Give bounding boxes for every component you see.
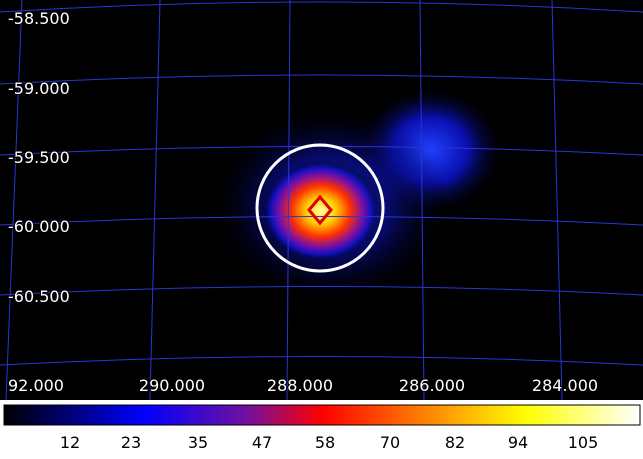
dec-labels: -58.500 -59.000 -59.500 -60.000 -60.500 [7, 8, 71, 307]
coordinate-grid [0, 0, 643, 401]
region-circle [255, 143, 385, 273]
dec-label: -59.000 [8, 79, 70, 98]
ra-label: 284.000 [532, 376, 598, 395]
grid-line [0, 74, 643, 85]
ra-label: 290.000 [139, 376, 205, 395]
grid-line [419, 0, 425, 401]
ra-label: 92.000 [8, 376, 64, 395]
colorbar [3, 404, 641, 426]
colorbar-label: 70 [380, 433, 400, 452]
colorbar-label: 94 [508, 433, 528, 452]
colorbar-label: 105 [568, 433, 599, 452]
colorbar-label: 12 [60, 433, 80, 452]
grid-line [286, 0, 291, 401]
colorbar-label: 23 [121, 433, 141, 452]
ra-label: 288.000 [267, 376, 333, 395]
grid-line [5, 0, 23, 401]
dec-label: -58.500 [8, 9, 70, 28]
ra-labels: 92.000 290.000 288.000 286.000 284.000 [7, 375, 599, 396]
dec-label: -59.500 [8, 148, 70, 167]
colorbar-label: 58 [315, 433, 335, 452]
dec-label: -60.000 [8, 217, 70, 236]
grid-line [0, 286, 643, 296]
colorbar-label: 47 [252, 433, 272, 452]
grid-line [0, 216, 643, 226]
colorbar-label: 82 [445, 433, 465, 452]
ra-label: 286.000 [399, 376, 465, 395]
grid-line [0, 356, 643, 366]
source-marker [307, 194, 333, 226]
grid-line [149, 0, 161, 401]
colorbar-label: 35 [188, 433, 208, 452]
source-emission [262, 160, 380, 262]
grid-line [551, 0, 563, 401]
dec-label: -60.500 [8, 287, 70, 306]
colorbar-labels: 12 23 35 47 58 70 82 94 105 [60, 433, 598, 452]
